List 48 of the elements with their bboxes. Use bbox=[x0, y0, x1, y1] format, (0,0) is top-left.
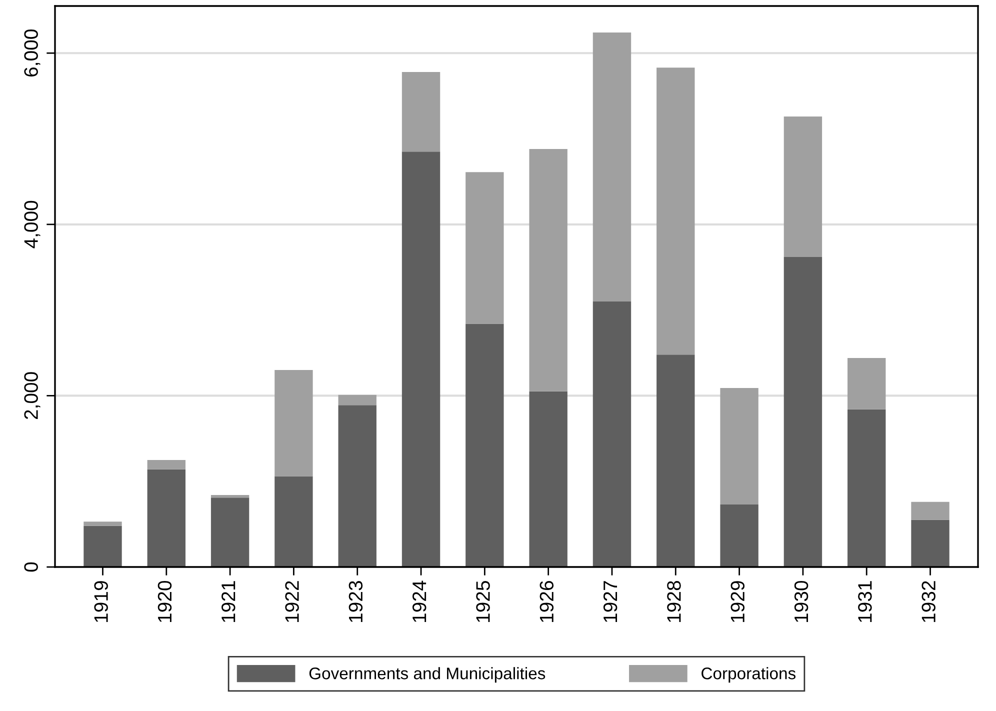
bar bbox=[529, 391, 568, 567]
bar bbox=[402, 152, 440, 567]
bar bbox=[466, 172, 504, 324]
bar bbox=[338, 394, 376, 406]
bar bbox=[656, 354, 695, 567]
x-tick-label: 1922 bbox=[285, 581, 299, 622]
y-tick-label: 0 bbox=[24, 562, 38, 572]
bar bbox=[848, 409, 886, 567]
bar bbox=[911, 520, 950, 567]
bar bbox=[274, 476, 313, 567]
bar bbox=[848, 358, 886, 410]
bar bbox=[147, 460, 186, 470]
bar bbox=[720, 388, 758, 504]
x-tick-label: 1929 bbox=[730, 581, 745, 622]
y-tick-label: 6,000 bbox=[24, 30, 40, 76]
x-tick-label: 1919 bbox=[94, 581, 108, 622]
bar bbox=[466, 324, 504, 567]
bar bbox=[210, 495, 250, 498]
x-tick-label: 1928 bbox=[667, 581, 681, 622]
x-tick-label: 1923 bbox=[348, 581, 363, 622]
bar bbox=[720, 504, 758, 567]
y-tick-label: 2,000 bbox=[24, 372, 40, 420]
bar bbox=[210, 498, 250, 567]
bar bbox=[338, 405, 376, 567]
bar bbox=[274, 370, 313, 476]
bar bbox=[84, 522, 122, 526]
x-tick-label: 1924 bbox=[412, 580, 426, 622]
bar bbox=[402, 72, 440, 152]
x-tick-label: 1927 bbox=[603, 581, 618, 622]
x-tick-label: 1920 bbox=[158, 580, 172, 622]
bar bbox=[656, 68, 695, 355]
legend-label: Corporations bbox=[702, 667, 796, 683]
x-tick-label: 1931 bbox=[858, 581, 872, 622]
legend-label: Governments and Municipalities bbox=[309, 667, 546, 683]
bar bbox=[147, 469, 186, 567]
bar bbox=[592, 32, 632, 302]
bar bbox=[911, 502, 950, 520]
x-tick-label: 1930 bbox=[794, 580, 808, 622]
bar bbox=[784, 116, 822, 257]
y-tick-label: 4,000 bbox=[24, 200, 40, 248]
bar bbox=[784, 256, 822, 567]
bar bbox=[592, 301, 632, 567]
bar bbox=[529, 149, 568, 392]
bar bbox=[84, 526, 122, 567]
x-tick-label: 1932 bbox=[922, 581, 936, 622]
x-tick-label: 1926 bbox=[540, 581, 554, 622]
x-tick-label: 1921 bbox=[222, 581, 236, 622]
x-tick-label: 1925 bbox=[476, 581, 490, 622]
